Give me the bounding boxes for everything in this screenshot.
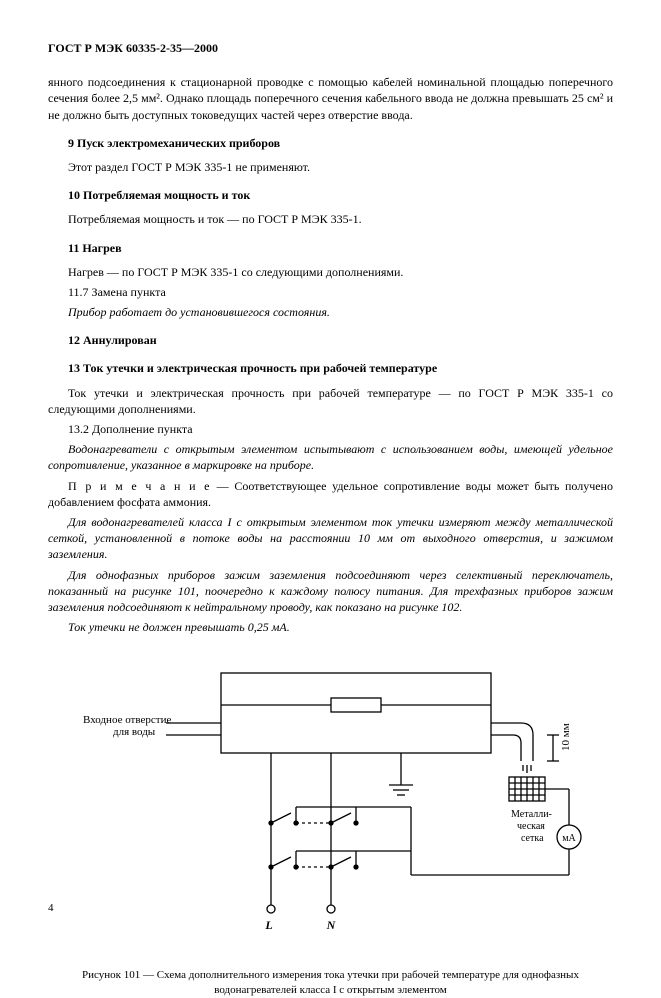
mesh-label-1: Металли- xyxy=(511,809,552,820)
section-11-heading: 11 Нагрев xyxy=(48,240,613,256)
mesh-label-3: сетка xyxy=(521,833,544,844)
note-prefix: П р и м е ч а н и е xyxy=(68,479,211,493)
section-13-p6: Ток утечки не должен превышать 0,25 мА. xyxy=(48,619,613,635)
terminal-l: L xyxy=(264,918,272,932)
page-header: ГОСТ Р МЭК 60335-2-35—2000 xyxy=(48,40,613,56)
document-page: ГОСТ Р МЭК 60335-2-35—2000 янного подсое… xyxy=(0,0,661,936)
section-13-p4: Для водонагревателей класса I с открытым… xyxy=(48,514,613,563)
page-number: 4 xyxy=(48,901,54,916)
meter-label: мА xyxy=(562,833,576,844)
figure-101: Входное отверстие для воды 10 мм мА Мета… xyxy=(48,653,613,998)
intro-paragraph: янного подсоединения к стационарной пров… xyxy=(48,74,613,123)
section-13-p2: 13.2 Дополнение пункта xyxy=(48,421,613,437)
section-11-line2: 11.7 Замена пункта xyxy=(48,284,613,300)
section-13-heading: 13 Ток утечки и электрическая прочность … xyxy=(48,360,613,376)
section-10-heading: 10 Потребляемая мощность и ток xyxy=(48,187,613,203)
terminal-n: N xyxy=(325,918,336,932)
dim-10mm: 10 мм xyxy=(560,724,572,752)
section-11-line1: Нагрев — по ГОСТ Р МЭК 335-1 со следующи… xyxy=(48,264,613,280)
mesh-label-2: ческая xyxy=(517,821,545,832)
section-12-heading: 12 Аннулирован xyxy=(48,332,613,348)
inlet-label-2: для воды xyxy=(113,726,156,738)
section-9-heading: 9 Пуск электромеханических приборов xyxy=(48,135,613,151)
section-10-body: Потребляемая мощность и ток — по ГОСТ Р … xyxy=(48,211,613,227)
inlet-label-1: Входное отверстие xyxy=(83,714,171,726)
section-13-p5: Для однофазных приборов зажим заземления… xyxy=(48,567,613,616)
figure-caption: Рисунок 101 — Схема дополнительного изме… xyxy=(48,968,613,998)
section-11-line3: Прибор работает до установившегося состо… xyxy=(48,304,613,320)
section-13-p3: Водонагреватели с открытым элементом исп… xyxy=(48,441,613,473)
section-9-body: Этот раздел ГОСТ Р МЭК 335-1 не применяю… xyxy=(48,159,613,175)
section-13-note: П р и м е ч а н и е — Соответствующее уд… xyxy=(48,478,613,510)
section-13-p1: Ток утечки и электрическая прочность при… xyxy=(48,385,613,417)
circuit-diagram: Входное отверстие для воды 10 мм мА Мета… xyxy=(71,653,591,948)
